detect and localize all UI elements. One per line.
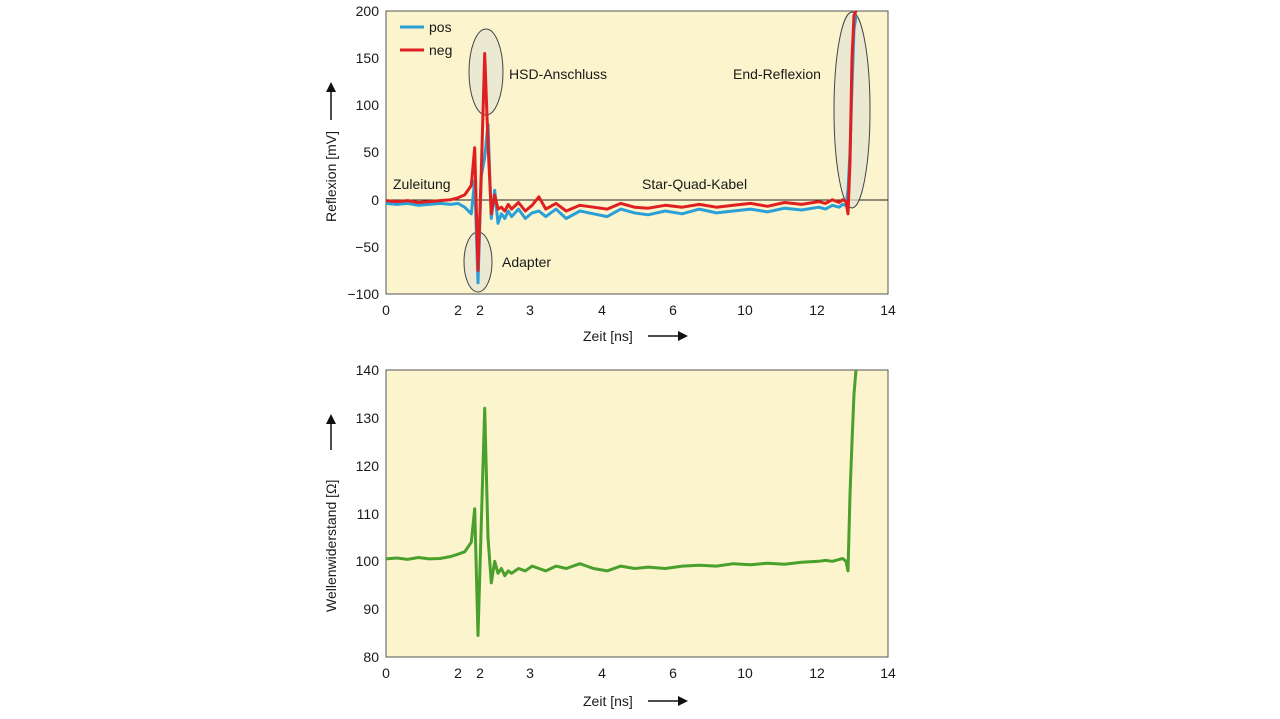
wellenwiderstand-x-tick: 4 [598, 665, 606, 681]
wellenwiderstand-x-axis-arrowhead [678, 696, 688, 706]
wellenwiderstand-x-tick: 12 [809, 665, 825, 681]
reflexion-x-tick: 2 [454, 302, 462, 318]
wellenwiderstand-x-tick: 3 [526, 665, 534, 681]
reflexion-x-ticks: 0 2 2 3 4 6 8 10 12 14 [382, 302, 896, 318]
wellenwiderstand-y-tick: 90 [363, 601, 379, 617]
reflexion-legend: pos neg [400, 19, 452, 58]
wellenwiderstand-x-tick: 14 [880, 665, 896, 681]
wellenwiderstand-x-tick: 2 [476, 665, 484, 681]
annotation-zuleitung: Zuleitung [393, 176, 451, 192]
reflexion-x-tick: 14 [880, 302, 896, 318]
legend-label-pos: pos [429, 19, 452, 35]
wellenwiderstand-series [385, 369, 858, 637]
wellenwiderstand-x-axis-title: Zeit [ns] [583, 693, 633, 709]
reflexion-x-axis-label: Zeit [ns] [583, 328, 688, 344]
wellenwiderstand-plot-area [385, 369, 889, 658]
wellenwiderstand-x-tick: 2 [454, 665, 462, 681]
annotation-end-reflexion: End-Reflexion [733, 66, 821, 82]
reflexion-y-ticks: 200 150 100 50 0 −50 −100 [347, 3, 379, 302]
wellenwiderstand-y-tick: 130 [356, 410, 380, 426]
wellenwiderstand-y-axis-label: Wellenwiderstand [Ω] [323, 414, 339, 612]
reflexion-plot-area [385, 10, 889, 295]
wellenwiderstand-y-axis-arrowhead [326, 414, 336, 424]
reflexion-x-tick: 10 [737, 302, 753, 318]
reflexion-y-tick: 0 [371, 192, 379, 208]
reflexion-y-axis-label: Reflexion [mV] [323, 82, 339, 222]
wellenwiderstand-x-axis-label: Zeit [ns] [583, 693, 688, 709]
wellenwiderstand-x-ticks: 0 2 2 3 4 6 8 10 12 14 [382, 665, 896, 681]
reflexion-y-tick: 100 [356, 97, 380, 113]
annotation-hsd-anschluss: HSD-Anschluss [509, 66, 607, 82]
wellenwiderstand-y-tick: 120 [356, 458, 380, 474]
reflexion-y-tick: 200 [356, 3, 380, 19]
reflexion-y-tick: 150 [356, 50, 380, 66]
reflexion-y-axis-title: Reflexion [mV] [323, 131, 339, 222]
reflexion-series-line-neg [385, 10, 858, 272]
wellenwiderstand-x-tick: 0 [382, 665, 390, 681]
reflexion-series-line-pos [385, 15, 858, 285]
reflexion-series [385, 10, 858, 285]
reflexion-chart: 200 150 100 50 0 −50 −100 0 2 2 3 4 6 8 … [323, 3, 896, 344]
wellenwiderstand-chart: 140 130 120 110 100 90 80 0 2 2 3 4 6 8 … [323, 362, 896, 709]
wellenwiderstand-y-ticks: 140 130 120 110 100 90 80 [356, 362, 380, 665]
reflexion-y-tick: −100 [347, 286, 379, 302]
reflexion-x-tick: 4 [598, 302, 606, 318]
wellenwiderstand-y-axis-title: Wellenwiderstand [Ω] [323, 480, 339, 612]
reflexion-x-tick: 6 [669, 302, 677, 318]
reflexion-y-tick: 50 [363, 144, 379, 160]
wellenwiderstand-y-tick: 140 [356, 362, 380, 378]
reflexion-x-tick: 12 [809, 302, 825, 318]
reflexion-x-tick: 0 [382, 302, 390, 318]
annotation-adapter: Adapter [502, 254, 551, 270]
wellenwiderstand-series-line-0 [385, 369, 858, 637]
reflexion-y-axis-arrowhead [326, 82, 336, 92]
reflexion-x-axis-arrowhead [678, 331, 688, 341]
legend-label-neg: neg [429, 42, 452, 58]
wellenwiderstand-x-tick: 6 [669, 665, 677, 681]
reflexion-y-tick: −50 [355, 239, 379, 255]
reflexion-x-tick: 2 [476, 302, 484, 318]
wellenwiderstand-x-tick: 10 [737, 665, 753, 681]
wellenwiderstand-y-tick: 110 [357, 506, 380, 522]
wellenwiderstand-y-tick: 100 [356, 553, 380, 569]
annotation-star-quad-kabel: Star-Quad-Kabel [642, 176, 747, 192]
reflexion-x-axis-title: Zeit [ns] [583, 328, 633, 344]
reflexion-x-tick: 3 [526, 302, 534, 318]
wellenwiderstand-y-tick: 80 [363, 649, 379, 665]
